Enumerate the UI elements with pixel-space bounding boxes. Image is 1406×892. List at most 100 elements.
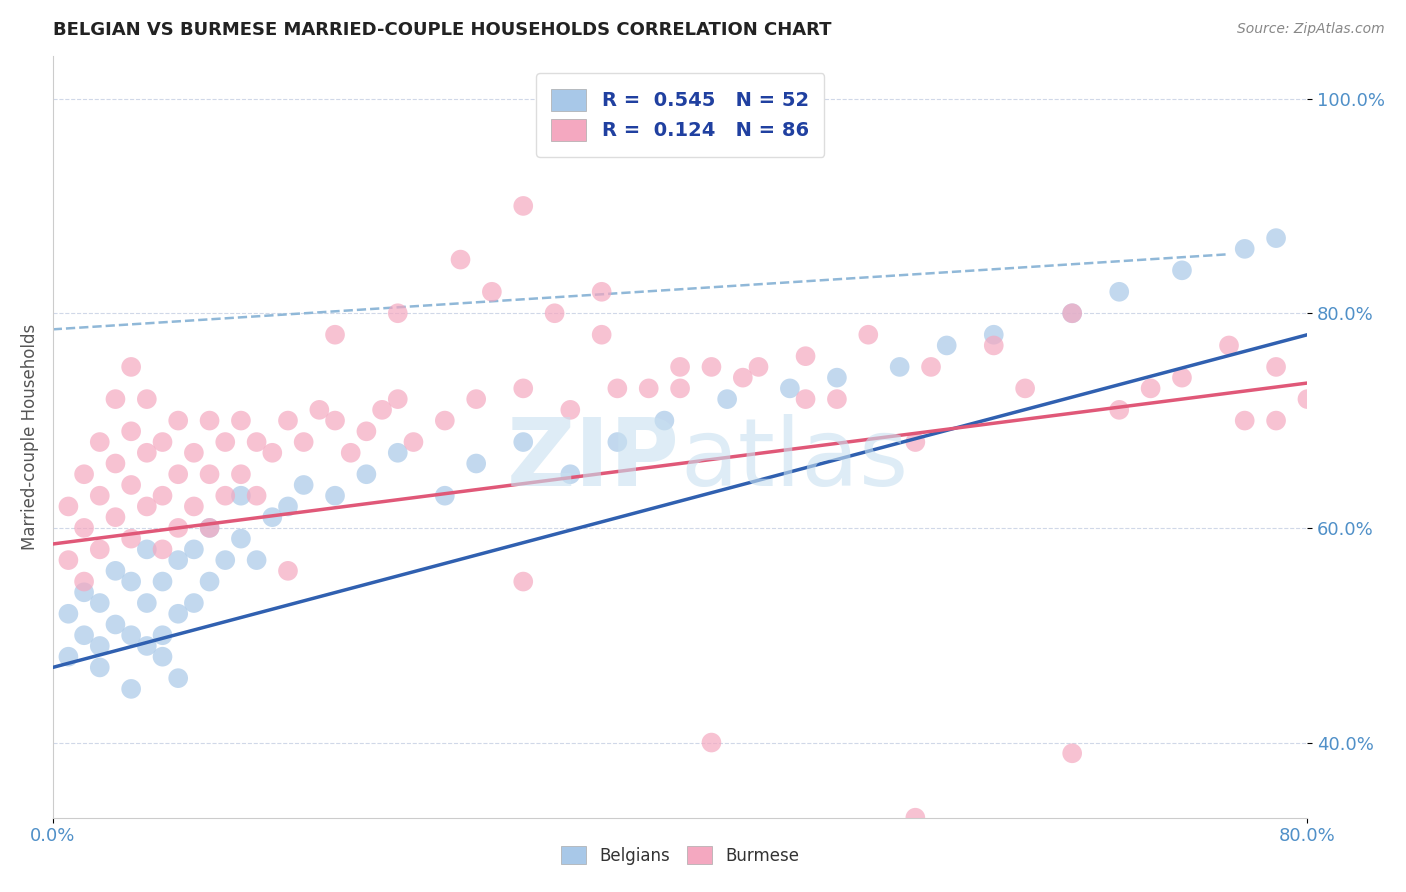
Point bbox=[323, 327, 346, 342]
Point bbox=[277, 500, 299, 514]
Point bbox=[747, 359, 769, 374]
Point bbox=[825, 370, 848, 384]
Point bbox=[1108, 285, 1130, 299]
Point bbox=[731, 370, 754, 384]
Point bbox=[433, 413, 456, 427]
Point bbox=[135, 446, 157, 460]
Point bbox=[433, 489, 456, 503]
Point bbox=[669, 359, 692, 374]
Point bbox=[371, 402, 394, 417]
Point bbox=[794, 349, 817, 363]
Point bbox=[104, 510, 127, 524]
Point bbox=[1233, 413, 1256, 427]
Point bbox=[73, 521, 96, 535]
Point bbox=[229, 489, 252, 503]
Point bbox=[606, 381, 628, 395]
Point bbox=[292, 435, 315, 450]
Point bbox=[198, 521, 221, 535]
Point bbox=[152, 649, 174, 664]
Point bbox=[120, 628, 142, 642]
Point bbox=[669, 381, 692, 395]
Point bbox=[716, 392, 738, 406]
Point bbox=[1233, 242, 1256, 256]
Point bbox=[825, 392, 848, 406]
Point bbox=[229, 532, 252, 546]
Point bbox=[152, 574, 174, 589]
Point bbox=[481, 285, 503, 299]
Point bbox=[935, 338, 957, 352]
Point bbox=[89, 542, 111, 557]
Point bbox=[1108, 402, 1130, 417]
Point bbox=[323, 489, 346, 503]
Point bbox=[308, 402, 330, 417]
Point bbox=[904, 435, 927, 450]
Point bbox=[89, 435, 111, 450]
Point bbox=[89, 596, 111, 610]
Point bbox=[402, 435, 425, 450]
Point bbox=[104, 457, 127, 471]
Point bbox=[183, 542, 205, 557]
Point bbox=[167, 521, 190, 535]
Point bbox=[1265, 359, 1288, 374]
Point bbox=[512, 574, 534, 589]
Point bbox=[1062, 306, 1084, 320]
Point bbox=[120, 681, 142, 696]
Point bbox=[277, 413, 299, 427]
Point bbox=[1139, 381, 1161, 395]
Point bbox=[214, 435, 236, 450]
Point bbox=[120, 574, 142, 589]
Point bbox=[167, 607, 190, 621]
Point bbox=[591, 285, 613, 299]
Point bbox=[73, 585, 96, 599]
Point bbox=[1014, 381, 1036, 395]
Point bbox=[858, 327, 880, 342]
Point bbox=[700, 359, 723, 374]
Point bbox=[183, 500, 205, 514]
Point bbox=[1218, 338, 1240, 352]
Point bbox=[637, 381, 659, 395]
Point bbox=[104, 564, 127, 578]
Point bbox=[339, 446, 361, 460]
Point bbox=[152, 435, 174, 450]
Point bbox=[104, 617, 127, 632]
Point bbox=[465, 392, 488, 406]
Point bbox=[104, 392, 127, 406]
Point bbox=[277, 564, 299, 578]
Point bbox=[779, 381, 801, 395]
Point bbox=[920, 359, 942, 374]
Point bbox=[183, 446, 205, 460]
Point bbox=[120, 359, 142, 374]
Point bbox=[262, 510, 284, 524]
Text: BELGIAN VS BURMESE MARRIED-COUPLE HOUSEHOLDS CORRELATION CHART: BELGIAN VS BURMESE MARRIED-COUPLE HOUSEH… bbox=[52, 21, 831, 39]
Point bbox=[983, 338, 1005, 352]
Point bbox=[152, 628, 174, 642]
Point bbox=[387, 392, 409, 406]
Point bbox=[1296, 392, 1319, 406]
Point bbox=[135, 500, 157, 514]
Point bbox=[58, 553, 80, 567]
Point bbox=[183, 596, 205, 610]
Legend: Belgians, Burmese: Belgians, Burmese bbox=[548, 833, 813, 878]
Point bbox=[450, 252, 472, 267]
Point bbox=[246, 553, 269, 567]
Point bbox=[1265, 231, 1288, 245]
Point bbox=[560, 467, 582, 482]
Point bbox=[58, 607, 80, 621]
Point bbox=[152, 542, 174, 557]
Point bbox=[198, 574, 221, 589]
Point bbox=[198, 413, 221, 427]
Point bbox=[323, 413, 346, 427]
Point bbox=[73, 628, 96, 642]
Point bbox=[214, 489, 236, 503]
Point bbox=[135, 392, 157, 406]
Point bbox=[167, 553, 190, 567]
Point bbox=[89, 489, 111, 503]
Point bbox=[262, 446, 284, 460]
Point bbox=[606, 435, 628, 450]
Point bbox=[198, 521, 221, 535]
Y-axis label: Married-couple Households: Married-couple Households bbox=[21, 324, 39, 549]
Point bbox=[387, 446, 409, 460]
Point bbox=[167, 671, 190, 685]
Point bbox=[700, 735, 723, 749]
Point bbox=[73, 574, 96, 589]
